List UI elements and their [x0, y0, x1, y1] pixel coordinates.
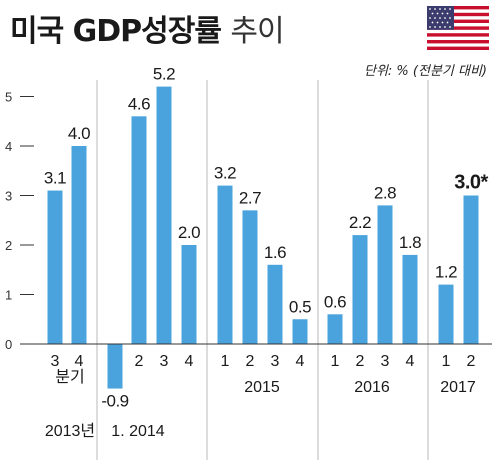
group-label: 2015 — [244, 379, 280, 396]
x-tick-label: 4 — [296, 353, 305, 370]
data-label: 1.6 — [264, 243, 286, 262]
data-label: 5.2 — [153, 65, 175, 84]
group-label: 분기 — [55, 368, 84, 386]
bar — [107, 344, 123, 389]
x-tick-label: 2 — [246, 353, 255, 370]
bar — [47, 190, 63, 344]
bar — [181, 245, 197, 344]
y-tick-label: 3 — [5, 189, 12, 204]
bar — [352, 235, 368, 344]
data-label: 2.2 — [349, 213, 371, 232]
group-label: 2017 — [440, 379, 476, 396]
bar — [327, 314, 343, 344]
bar — [242, 210, 258, 344]
x-tick-label: 3 — [51, 353, 60, 370]
x-tick-label: 2 — [467, 353, 476, 370]
bar — [377, 205, 393, 344]
chart-title-main: 미국 GDP성장률 — [10, 14, 222, 49]
data-label: 4.0 — [68, 124, 90, 143]
y-tick-label: 0 — [5, 337, 12, 352]
x-tick-label: 3 — [381, 353, 390, 370]
bar — [402, 254, 418, 344]
data-label: 1.8 — [399, 233, 421, 252]
data-label: 3.2 — [214, 164, 236, 183]
x-tick-label: 3 — [271, 353, 280, 370]
data-label: 0.6 — [324, 292, 346, 311]
x-tick-label: 2 — [356, 353, 365, 370]
x-tick-label: 1 — [331, 353, 340, 370]
group-label: 2016 — [354, 379, 390, 396]
data-label: 3.1 — [44, 169, 66, 188]
data-label: 2.0 — [178, 223, 200, 242]
y-tick-label: 1 — [5, 288, 12, 303]
group-label: 2013년 — [45, 422, 95, 440]
bar — [156, 86, 172, 344]
bar — [438, 284, 454, 344]
data-label: 2.7 — [239, 188, 261, 207]
x-tick-label: 3 — [160, 353, 169, 370]
y-tick-label: 4 — [5, 139, 12, 154]
group-label: 1. 2014 — [111, 423, 164, 440]
data-label: 4.6 — [128, 94, 150, 113]
chart-title-sub: 추이 — [230, 14, 284, 49]
data-label: -0.9 — [101, 392, 128, 411]
y-tick-label: 2 — [5, 238, 12, 253]
unit-label: 단위: % (전분기 대비) — [364, 64, 487, 79]
data-label: 1.2 — [435, 263, 457, 282]
y-tick-label: 5 — [5, 90, 12, 105]
chart-title: 미국 GDP성장률 추이 — [10, 6, 285, 50]
bar — [463, 195, 479, 344]
bar — [292, 319, 308, 344]
bar — [267, 264, 283, 344]
bar — [71, 146, 87, 344]
x-tick-label: 2 — [135, 353, 144, 370]
bar — [217, 185, 233, 344]
x-tick-label: 4 — [75, 353, 84, 370]
x-tick-label: 1 — [442, 353, 451, 370]
x-tick-label: 4 — [406, 353, 415, 370]
data-label: 2.8 — [374, 183, 396, 202]
us-flag-icon — [427, 6, 489, 50]
data-label: 3.0* — [454, 172, 488, 194]
x-tick-label: 4 — [185, 353, 194, 370]
x-tick-label: 1 — [221, 353, 230, 370]
bar — [131, 116, 147, 344]
data-label: 0.5 — [289, 297, 311, 316]
